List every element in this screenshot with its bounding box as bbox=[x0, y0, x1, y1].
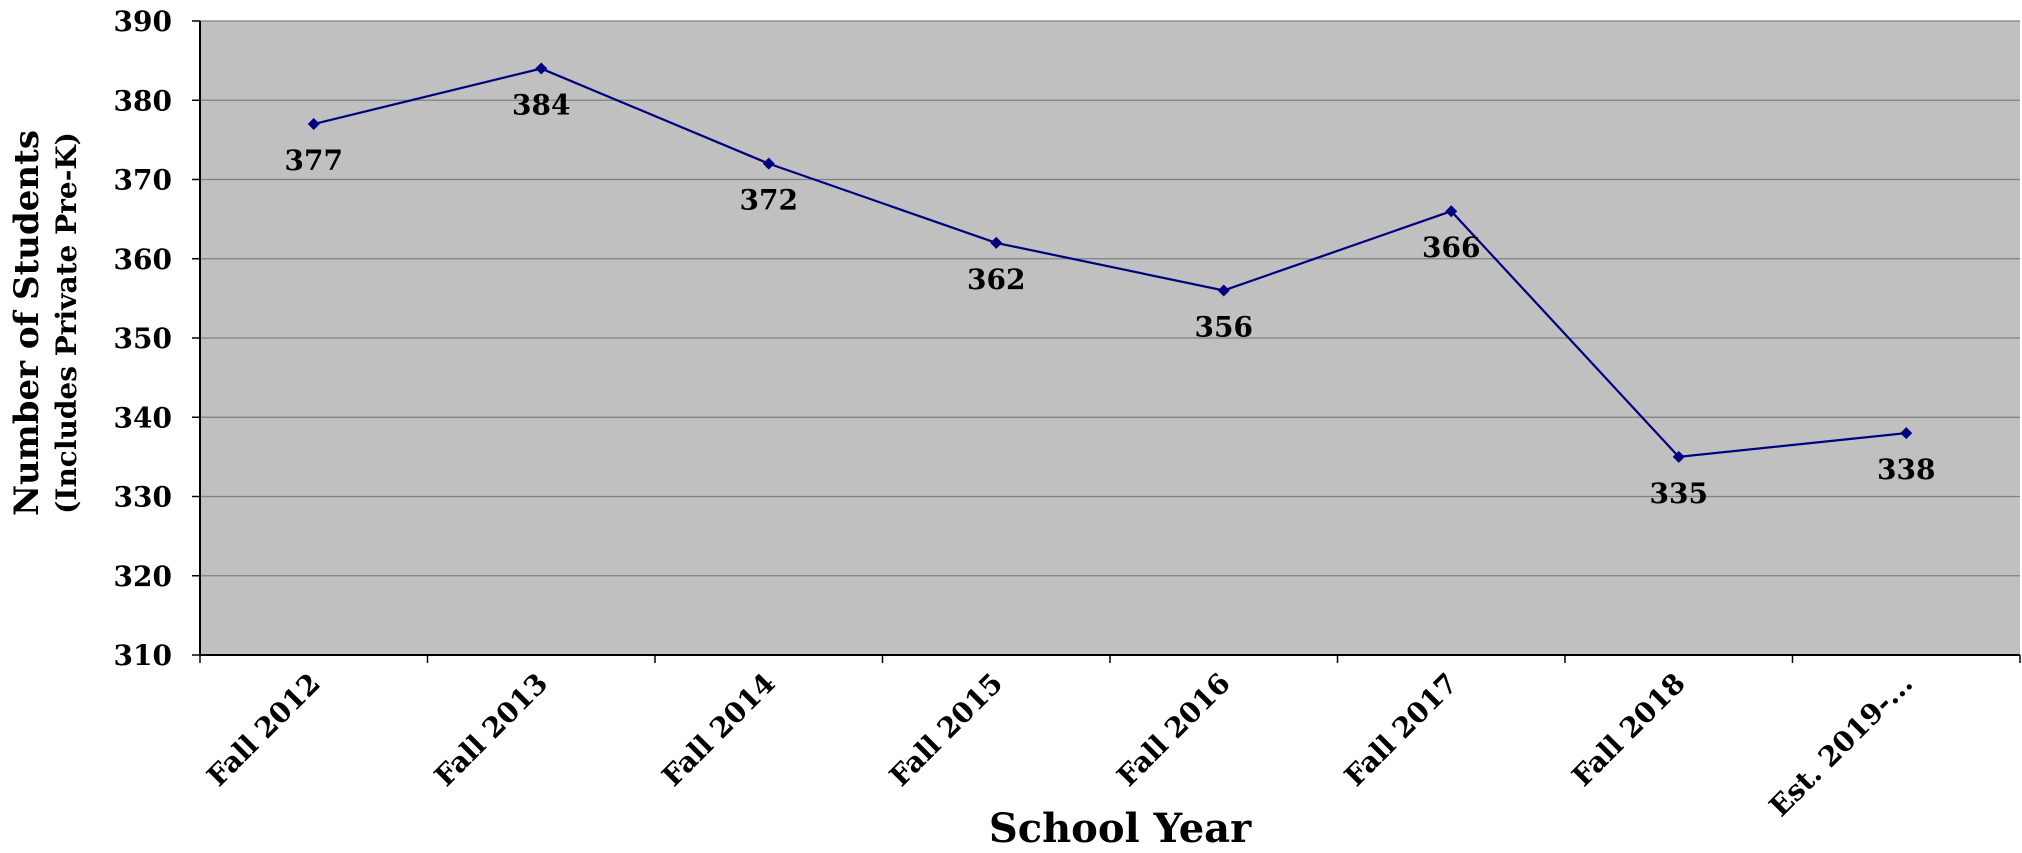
x-axis-ticks: Fall 2012 Fall 2013 Fall 2014 Fall 2015 Fall… bbox=[199, 655, 2021, 824]
y-axis-ticks: 310 320 330 340 350 360 370 380 390 bbox=[114, 5, 200, 672]
data-label: 362 bbox=[967, 263, 1025, 296]
data-point bbox=[307, 118, 320, 131]
data-point bbox=[1217, 284, 1230, 297]
y-tick-label: 380 bbox=[114, 84, 172, 117]
y-tick-label: 310 bbox=[114, 639, 172, 672]
data-label: 335 bbox=[1650, 477, 1708, 510]
data-label: 366 bbox=[1422, 231, 1480, 264]
x-tick-label: Fall 2014 bbox=[656, 667, 782, 793]
gridlines bbox=[200, 20, 2020, 577]
x-tick-label: Fall 2016 bbox=[1111, 667, 1237, 793]
y-axis-title: Number of Students bbox=[7, 130, 47, 516]
x-tick-label: Fall 2013 bbox=[428, 667, 554, 793]
x-tick-label: Fall 2017 bbox=[1338, 667, 1464, 793]
data-point bbox=[1445, 205, 1458, 218]
data-label: 377 bbox=[285, 144, 343, 177]
x-tick-label: Fall 2018 bbox=[1566, 667, 1692, 793]
data-point bbox=[762, 157, 775, 170]
data-label: 384 bbox=[512, 89, 570, 122]
y-tick-label: 360 bbox=[114, 243, 172, 276]
y-tick-label: 320 bbox=[114, 560, 172, 593]
y-tick-label: 340 bbox=[114, 401, 172, 434]
x-axis-title: School Year bbox=[989, 805, 1252, 852]
x-tick-label: Fall 2012 bbox=[201, 667, 327, 793]
data-label: 338 bbox=[1877, 453, 1935, 486]
x-tick-label: Fall 2015 bbox=[883, 667, 1009, 793]
data-point bbox=[1672, 450, 1685, 463]
y-tick-label: 390 bbox=[114, 5, 172, 38]
data-point bbox=[990, 236, 1003, 249]
y-tick-label: 350 bbox=[114, 322, 172, 355]
data-point bbox=[1900, 427, 1913, 440]
data-point bbox=[535, 62, 548, 75]
y-tick-label: 330 bbox=[114, 481, 172, 514]
data-label: 356 bbox=[1195, 310, 1253, 343]
data-label: 372 bbox=[740, 184, 798, 217]
data-labels: 377 384 372 362 356 366 335 338 bbox=[285, 89, 1936, 510]
y-axis-subtitle: (Includes Private Pre-K) bbox=[50, 132, 83, 514]
series bbox=[307, 62, 1913, 463]
x-tick-label: Est. 2019-... bbox=[1763, 667, 1920, 824]
y-tick-label: 370 bbox=[114, 164, 172, 197]
series-line bbox=[313, 67, 1907, 459]
